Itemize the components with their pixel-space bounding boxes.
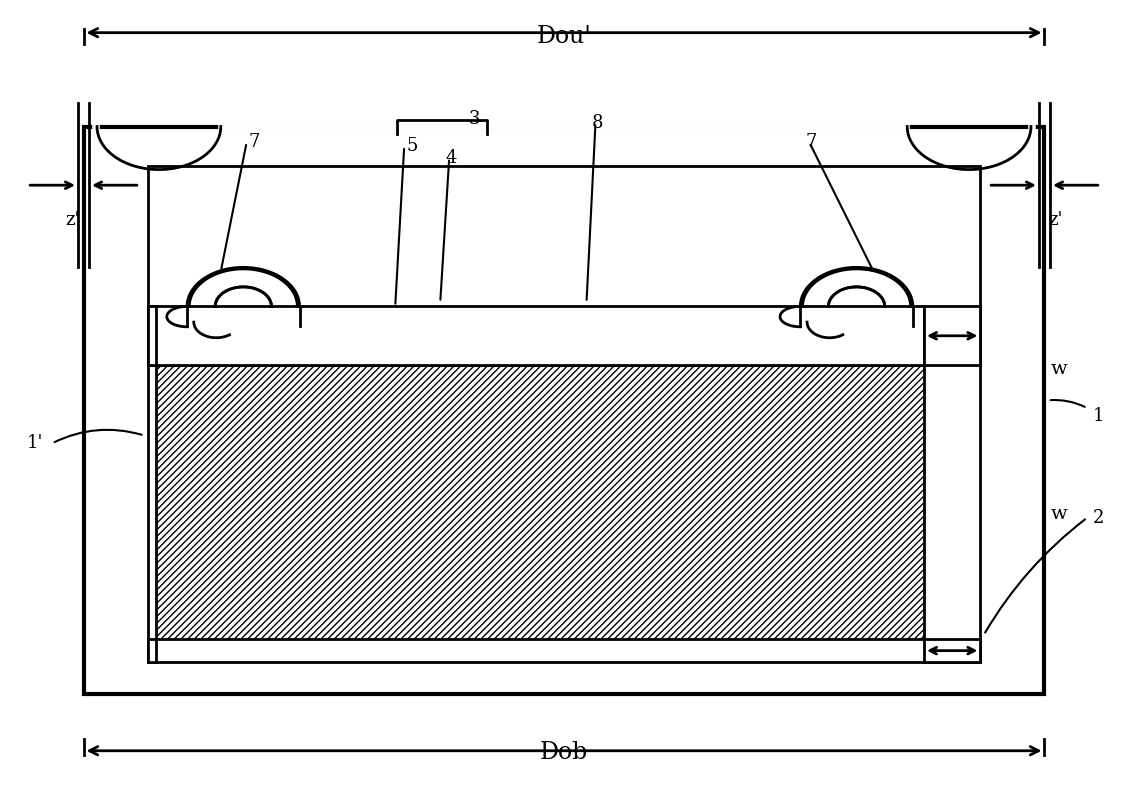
Text: w: w (1050, 505, 1067, 523)
Text: Dob: Dob (540, 741, 588, 764)
Bar (148, 306, 156, 365)
Text: 2: 2 (1093, 509, 1104, 527)
Text: 7: 7 (249, 133, 261, 152)
Text: 7: 7 (805, 133, 818, 152)
Bar (148, 166, 980, 663)
Bar (156, 365, 924, 639)
Bar (148, 306, 924, 365)
Text: 4: 4 (446, 149, 457, 167)
Text: 1: 1 (1093, 407, 1104, 425)
Text: 5: 5 (406, 137, 417, 155)
Bar (83, 126, 1045, 694)
Bar (924, 639, 980, 663)
Text: z': z' (65, 211, 79, 229)
Text: w: w (1050, 360, 1067, 378)
Text: 3: 3 (468, 110, 479, 128)
Text: Dou': Dou' (537, 25, 591, 48)
Text: z': z' (1049, 211, 1063, 229)
Bar (924, 306, 980, 365)
Bar (148, 639, 156, 663)
Text: 1': 1' (27, 434, 43, 452)
Text: 8: 8 (592, 114, 603, 132)
